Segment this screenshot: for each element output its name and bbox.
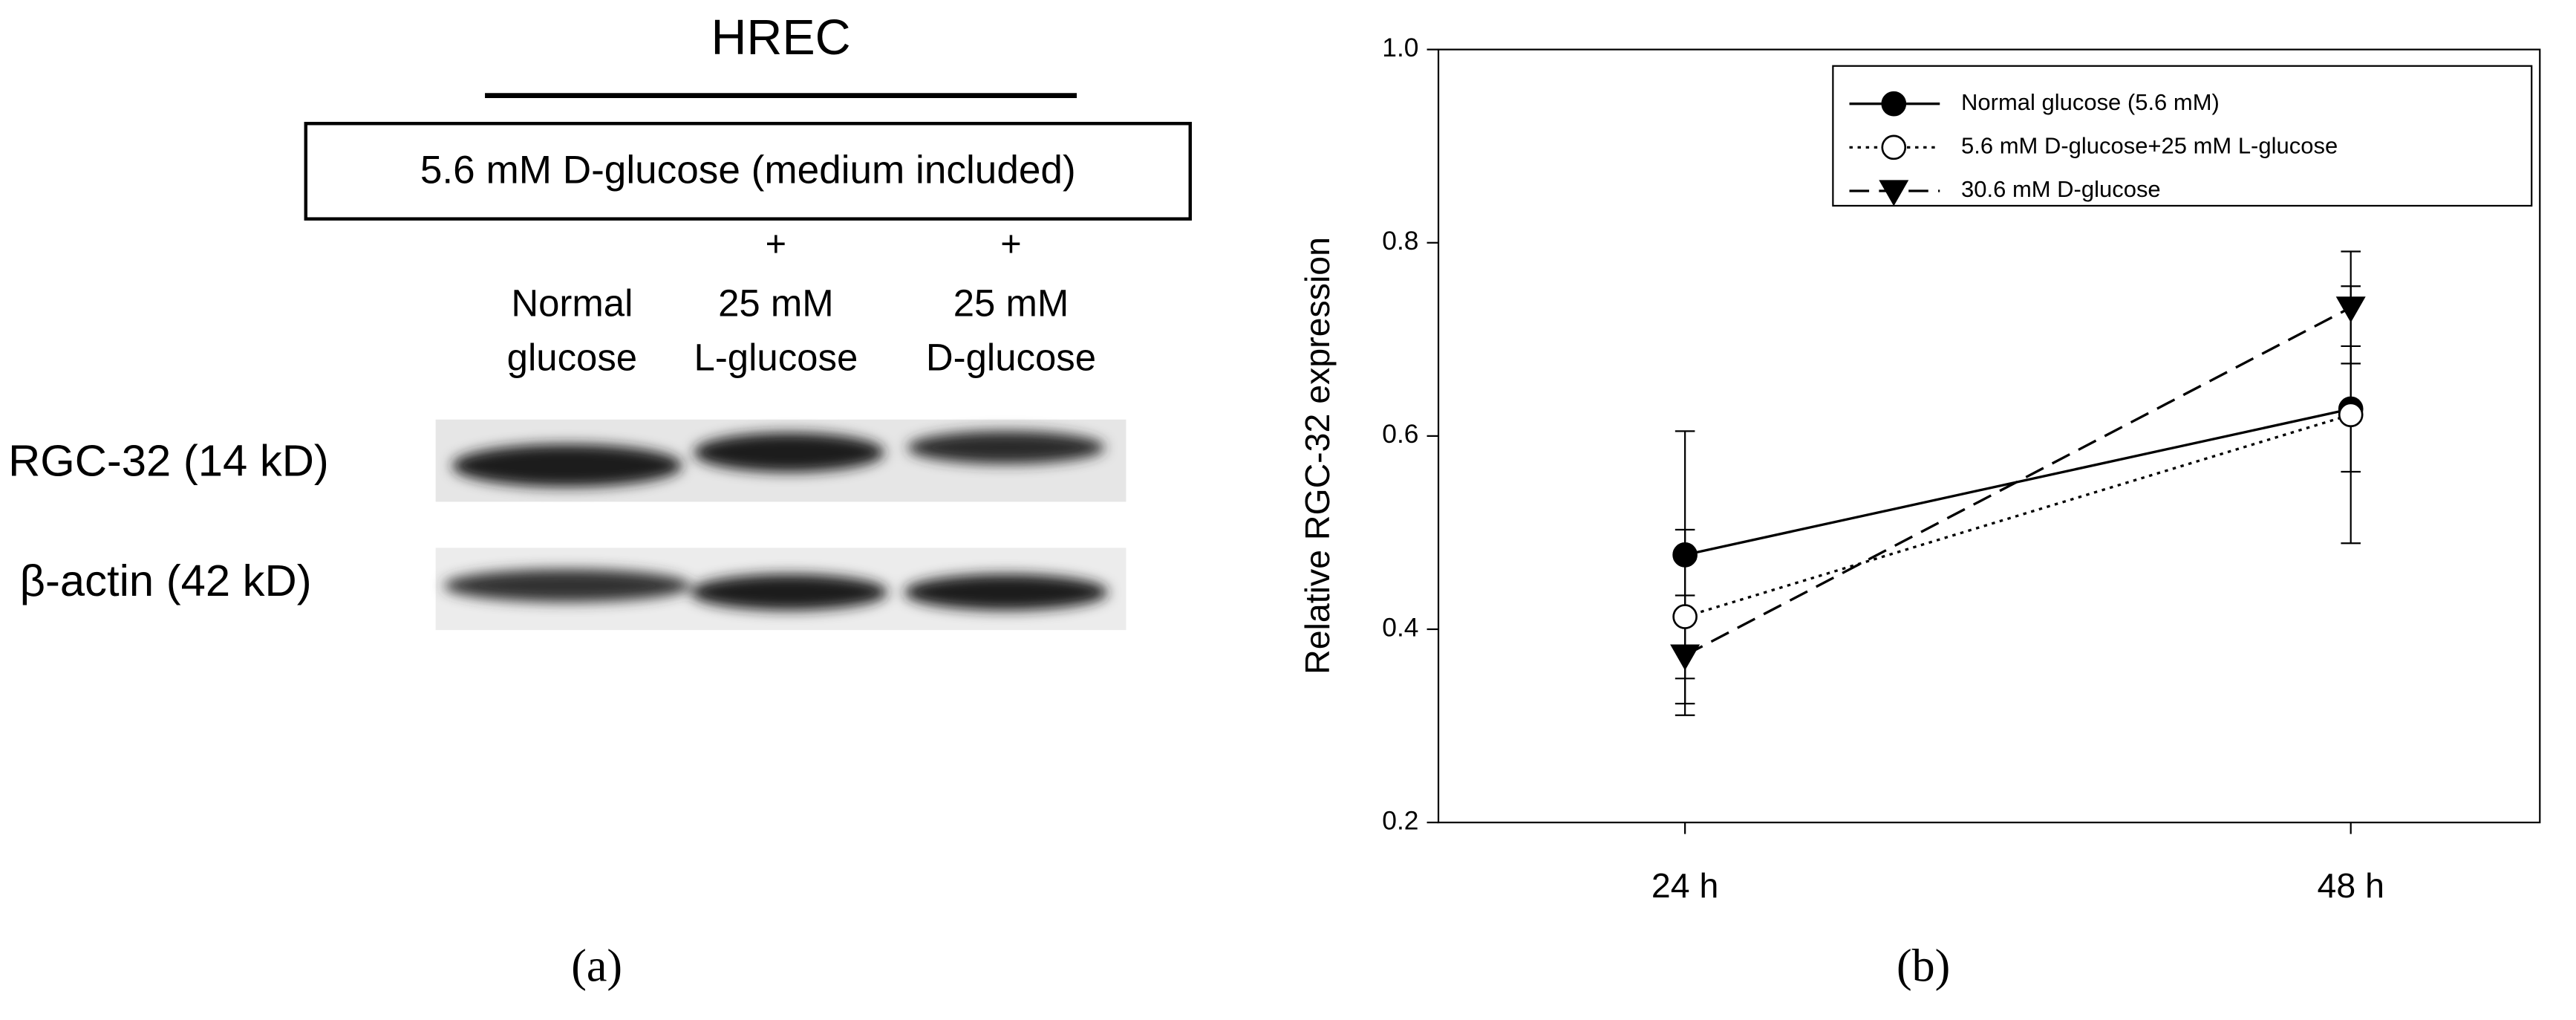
x-tick-label: 24 h	[1651, 866, 1718, 905]
series-line	[1684, 407, 2352, 556]
legend-label: 5.6 mM D-glucose+25 mM L-glucose	[1961, 133, 2338, 159]
marker	[2338, 402, 2364, 428]
y-tick-label: 0.2	[1382, 805, 1418, 835]
lane-label: D-glucose	[926, 336, 1096, 378]
panel-caption: (a)	[571, 941, 622, 992]
marker	[1670, 644, 1701, 671]
marker	[1672, 542, 1698, 568]
legend: Normal glucose (5.6 mM) 5.6 mM D-glucose+…	[1832, 65, 2533, 207]
lane-label: 25 mM	[718, 282, 834, 324]
legend-box	[1832, 65, 2533, 207]
y-tick-label: 1.0	[1382, 33, 1418, 62]
y-axis-label: Relative RGC-32 expression	[1298, 237, 1337, 675]
series-line	[1684, 306, 2352, 657]
lane-plus: +	[1000, 224, 1021, 264]
y-tick-label: 0.6	[1382, 419, 1418, 449]
condition-box	[304, 122, 1192, 221]
marker	[1881, 134, 1907, 160]
y-tick-label: 0.8	[1382, 226, 1418, 256]
marker	[1672, 604, 1698, 629]
blot	[435, 419, 1126, 631]
series-line	[1684, 413, 2352, 618]
marker	[2335, 296, 2366, 323]
x-tick-label: 48 h	[2317, 866, 2384, 905]
condition-text: 5.6 mM D-glucose (medium included)	[420, 149, 1076, 192]
y-tick-label: 0.4	[1382, 612, 1418, 642]
blot-title: HREC	[711, 10, 850, 65]
lane-label: Normal	[511, 282, 633, 324]
lane-label: L-glucose	[694, 336, 858, 378]
marker	[1881, 91, 1907, 117]
panel-caption: (b)	[1897, 941, 1950, 992]
row-label: β-actin (42 kD)	[20, 556, 312, 605]
lane-plus: +	[766, 224, 786, 264]
lane-label: glucose	[507, 336, 637, 378]
lane-label: 25 mM	[953, 282, 1069, 324]
marker	[1879, 180, 1909, 207]
legend-label: Normal glucose (5.6 mM)	[1961, 89, 2220, 115]
legend-label: 30.6 mM D-glucose	[1961, 176, 2161, 202]
row-label: RGC-32 (14 kD)	[8, 435, 329, 485]
